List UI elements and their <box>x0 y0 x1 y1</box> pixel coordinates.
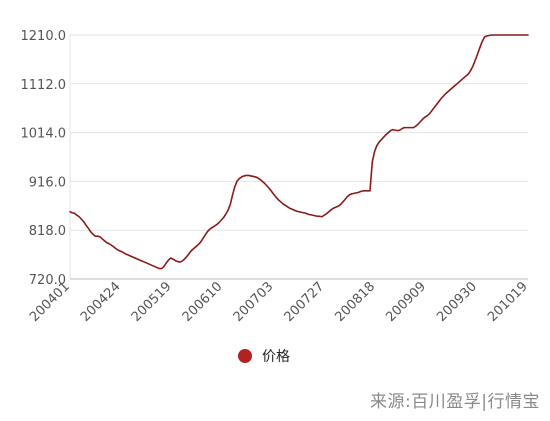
y-tick-label: 1014.0 <box>21 127 67 142</box>
y-tick-label: 818.0 <box>29 224 66 239</box>
x-tick-label: 200703 <box>231 279 277 325</box>
legend-swatch-price <box>238 349 252 363</box>
x-tick-label: 200519 <box>129 279 175 325</box>
y-tick-label: 720.0 <box>29 273 66 288</box>
y-tick-label: 1112.0 <box>21 78 67 93</box>
y-tick-label: 916.0 <box>29 175 66 190</box>
series-line-price <box>69 34 529 270</box>
x-tick-label: 201019 <box>485 279 531 325</box>
y-tick-label: 1210.0 <box>21 29 67 44</box>
x-tick-label: 200424 <box>78 279 124 325</box>
legend: 价格 <box>238 346 290 366</box>
x-tick-label: 200727 <box>282 279 328 325</box>
x-tick-label: 200610 <box>180 279 226 325</box>
source-note: 来源:百川盈孚|行情宝 <box>370 392 540 412</box>
x-tick-label: 200818 <box>332 279 378 325</box>
x-tick-label: 200930 <box>434 279 480 325</box>
x-tick-label: 200909 <box>383 279 429 325</box>
legend-label-price: 价格 <box>262 349 290 365</box>
